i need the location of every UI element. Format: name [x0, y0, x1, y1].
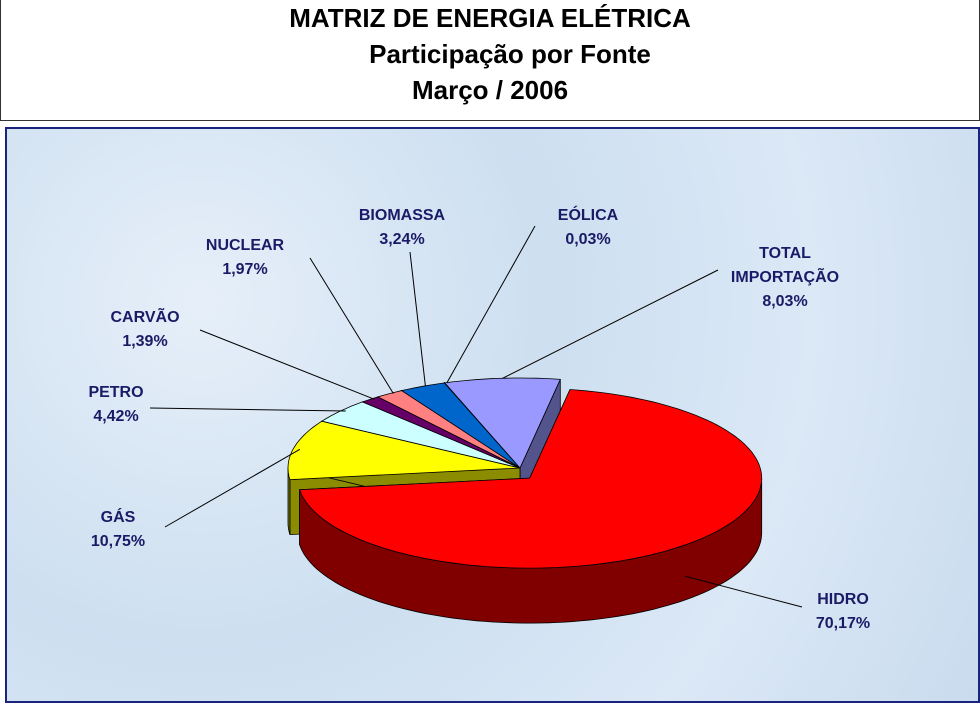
title-box: MATRIZ DE ENERGIA ELÉTRICA Participação …: [0, 0, 980, 121]
slice: [444, 377, 561, 469]
chart-date: Março / 2006: [411, 75, 569, 105]
value-label: 1,97%: [222, 261, 268, 278]
leader-line: [685, 575, 803, 608]
leader-line: [409, 251, 426, 387]
value-label: 8,03%: [762, 293, 808, 310]
category-label: BIOMASSA: [358, 207, 446, 224]
value-label: 3,24%: [379, 231, 425, 248]
data-label: BIOMASSA 3,24%: [332, 204, 472, 252]
data-label: GÁS 10,75%: [48, 506, 188, 554]
chart-title: MATRIZ DE ENERGIA ELÉTRICA: [289, 3, 691, 33]
leader-line: [502, 269, 719, 379]
category-label: TOTAL IMPORTAÇÃO: [730, 245, 840, 286]
data-label: EÓLICA 0,03%: [518, 204, 658, 252]
slice: [299, 389, 763, 569]
value-label: 70,17%: [815, 615, 871, 632]
value-label: 0,03%: [565, 231, 611, 248]
data-label: CARVÃO 1,39%: [75, 306, 215, 354]
value-label: 1,39%: [122, 333, 168, 350]
slice: [400, 382, 521, 469]
value-label: 4,42%: [93, 408, 139, 425]
leader-line: [149, 407, 346, 412]
category-label: NUCLEAR: [205, 237, 285, 254]
data-label: TOTAL IMPORTAÇÃO 8,03%: [710, 242, 860, 314]
category-label: GÁS: [100, 509, 136, 526]
pie-tops: [287, 377, 763, 569]
data-label: PETRO 4,42%: [46, 381, 186, 429]
data-label: NUCLEAR 1,97%: [175, 234, 315, 282]
slice: [287, 420, 521, 481]
category-label: HIDRO: [817, 591, 869, 608]
leader-line: [164, 448, 301, 528]
category-label: CARVÃO: [110, 309, 180, 326]
category-label: EÓLICA: [557, 207, 619, 224]
leader-line: [199, 329, 375, 400]
leader-line: [309, 257, 394, 394]
chart-subtitle: Participação por Fonte: [369, 39, 651, 69]
value-label: 10,75%: [90, 533, 146, 550]
category-label: PETRO: [88, 384, 144, 401]
leader-line: [446, 225, 536, 384]
data-label: HIDRO 70,17%: [773, 588, 913, 636]
